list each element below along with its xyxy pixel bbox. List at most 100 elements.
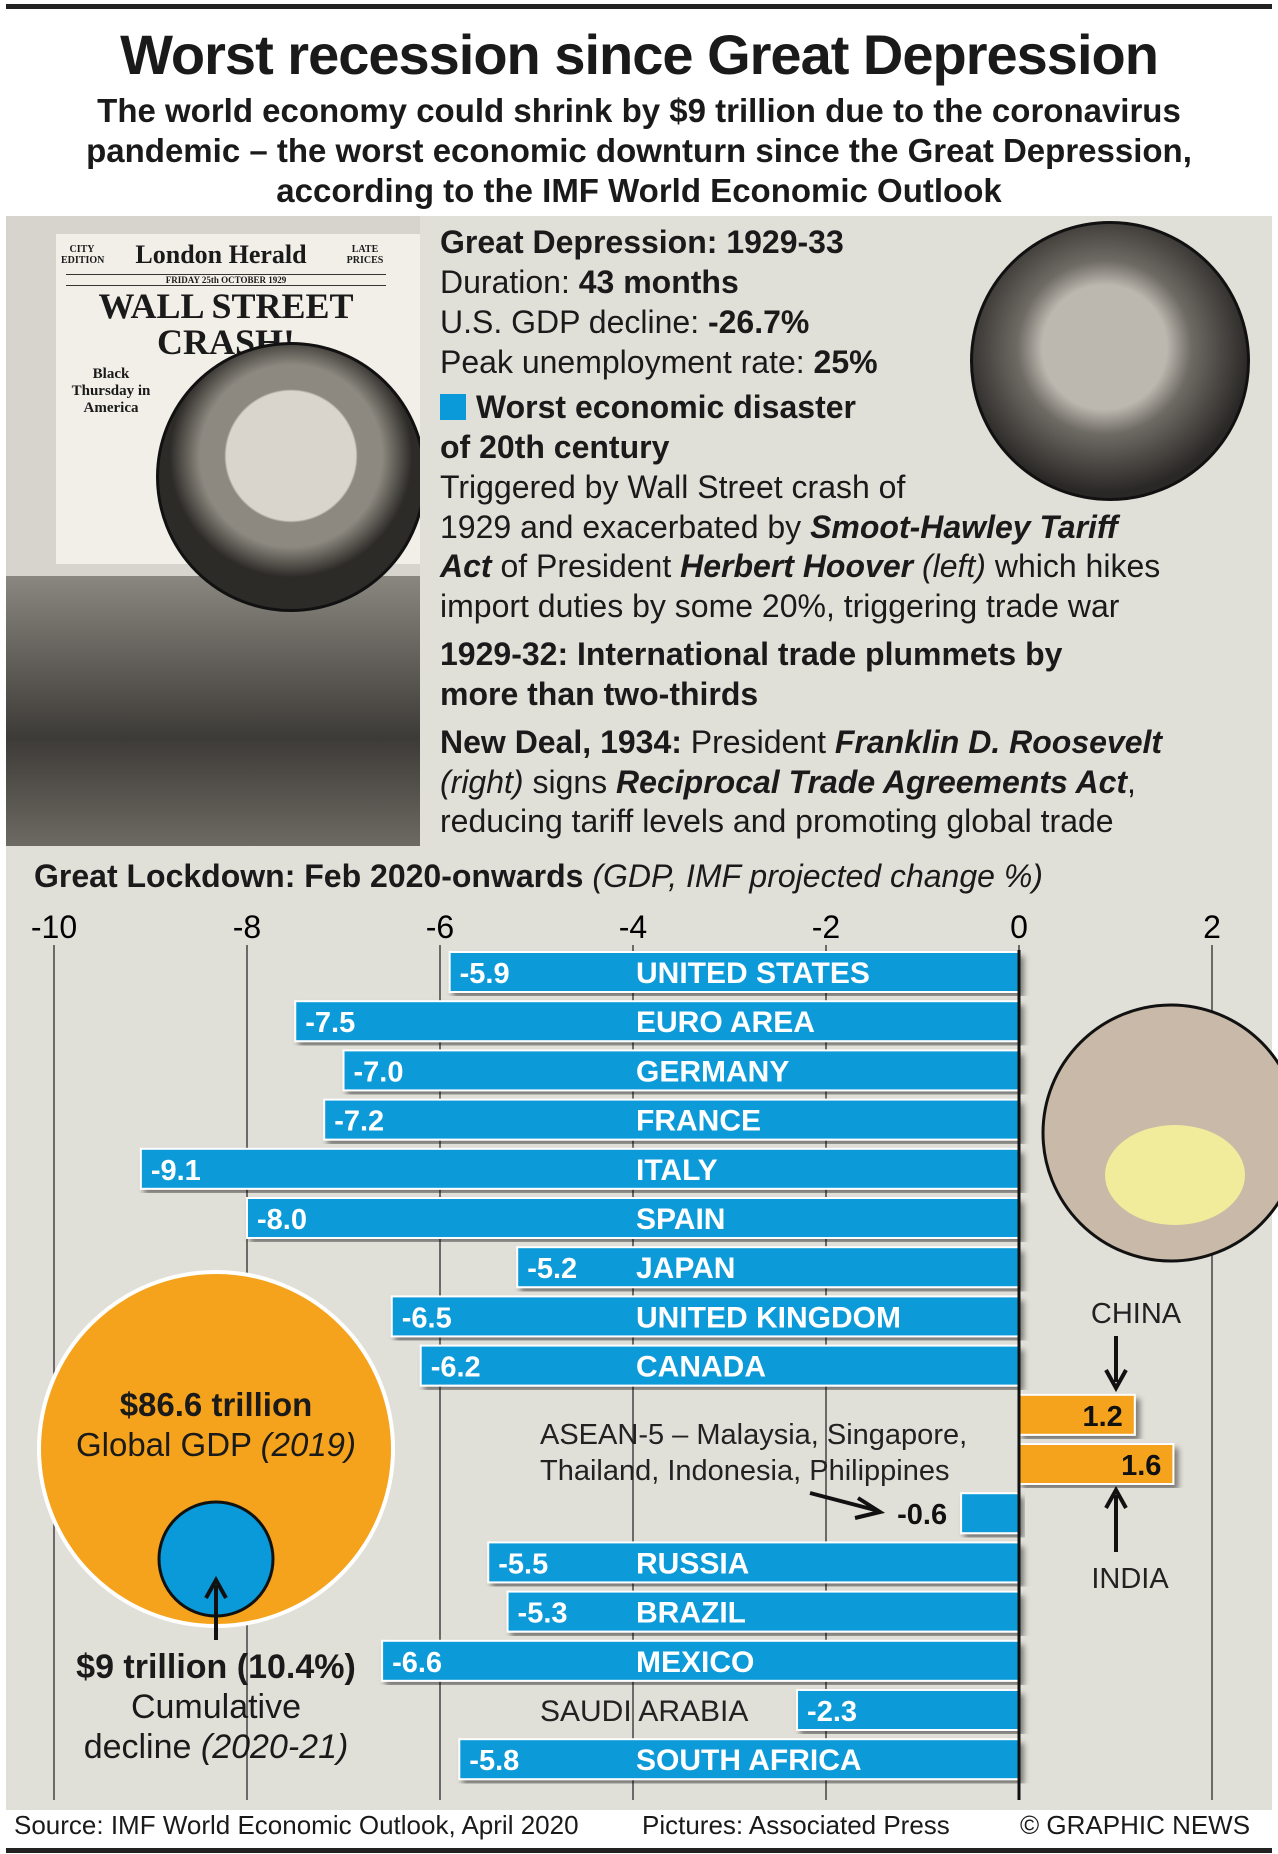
gd-heading: Great Depression: 1929-33: [440, 224, 844, 260]
worst-disaster: Worst economic disaster: [476, 389, 856, 425]
category-label: CHINA: [1091, 1298, 1182, 1330]
trigger-text: Triggered by Wall Street crash of: [440, 469, 906, 505]
bar-india: [1018, 1443, 1175, 1485]
decline-value: $9 trillion (10.4%): [76, 1648, 356, 1686]
source-credit: Source: IMF World Economic Outlook, Apri…: [14, 1810, 579, 1840]
value-label: -8.0: [257, 1204, 307, 1236]
value-label: -6.5: [402, 1302, 452, 1334]
trade-act: Reciprocal Trade Agreements Act: [616, 764, 1128, 800]
category-label: SOUTH AFRICA: [636, 1744, 862, 1777]
subtitle-line: according to the IMF World Economic Outl…: [276, 172, 1002, 209]
bullet-square-icon: [440, 394, 466, 420]
x-tick-label: 0: [1010, 909, 1028, 945]
bottom-rule: [6, 1848, 1272, 1853]
newspaper-subhead: Black Thursday in America: [71, 366, 151, 416]
value-label: -5.2: [527, 1253, 577, 1285]
category-label: SAUDI ARABIA: [540, 1695, 748, 1728]
bar-russia: [487, 1541, 1020, 1584]
pictures-credit: Pictures: Associated Press: [642, 1810, 950, 1840]
value-label: -5.9: [460, 958, 510, 990]
bar-united-kingdom: [390, 1295, 1020, 1338]
value-label: 1.6: [1121, 1450, 1161, 1482]
trade-text: 1929-32: International trade plummets by: [440, 636, 1063, 672]
new-deal-label: New Deal, 1934:: [440, 724, 682, 760]
newspaper-headline: WALL STREET: [98, 286, 354, 326]
bar-mexico: [381, 1639, 1021, 1682]
x-tick-label: -6: [426, 909, 454, 945]
value-label: -2.3: [807, 1696, 857, 1728]
text: President: [681, 724, 835, 760]
value-label: -6.2: [431, 1352, 481, 1384]
label: Duration:: [440, 264, 579, 300]
category-label: EURO AREA: [636, 1006, 815, 1039]
bar-asean-5: [960, 1492, 1020, 1535]
text: which hikes: [985, 548, 1161, 584]
duration-value: 43 months: [578, 264, 739, 300]
category-label: SPAIN: [636, 1203, 725, 1236]
category-label: INDIA: [1091, 1563, 1169, 1595]
arrow-icon: [1104, 1485, 1128, 1552]
tariff-act: Act: [440, 548, 492, 584]
value-label: 1.2: [1082, 1401, 1122, 1433]
chart-subtitle: (GDP, IMF projected change %): [592, 858, 1043, 894]
bar-japan: [516, 1246, 1020, 1289]
bar-spain: [246, 1197, 1020, 1239]
trigger-text: import duties by some 20%, triggering tr…: [440, 588, 1120, 624]
newspaper-prices: LATE PRICES: [346, 244, 384, 266]
roosevelt-name: Franklin D. Roosevelt: [834, 724, 1163, 760]
global-gdp-value: $86.6 trillion: [119, 1386, 313, 1423]
category-label: CANADA: [636, 1351, 766, 1384]
new-deal-text: reducing tariff levels and promoting glo…: [440, 803, 1114, 839]
subtitle-line: The world economy could shrink by $9 tri…: [97, 92, 1181, 129]
x-tick-label: -4: [619, 909, 647, 945]
category-label: UNITED STATES: [636, 957, 870, 990]
text: (right): [440, 764, 524, 800]
category-label: RUSSIA: [636, 1547, 749, 1580]
value-label: -5.8: [469, 1745, 519, 1777]
newspaper-breadline-photo: CITY EDITION London Herald LATE PRICES F…: [6, 216, 420, 846]
years: (2020-21): [200, 1728, 349, 1766]
category-label: UNITED KINGDOM: [636, 1301, 901, 1334]
newspaper-name: London Herald: [135, 240, 307, 269]
page-title: Worst recession since Great Depression: [120, 23, 1159, 86]
bar-france: [323, 1098, 1020, 1141]
category-label: ASEAN-5 – Malaysia, Singapore,: [540, 1419, 967, 1451]
label: U.S. GDP decline:: [440, 304, 708, 340]
category-label: ITALY: [636, 1154, 718, 1187]
value-label: -7.0: [354, 1056, 404, 1088]
bar-germany: [342, 1049, 1020, 1092]
worst-disaster-line2: of 20th century: [440, 429, 670, 465]
label: decline: [83, 1728, 201, 1766]
text: 1929 and exacerbated by: [440, 509, 811, 545]
value-label: -7.2: [334, 1106, 384, 1138]
roosevelt-portrait: [970, 221, 1250, 501]
arrow-icon: [204, 1575, 228, 1640]
category-label: GERMANY: [636, 1055, 789, 1088]
hoover-name: Herbert Hoover: [680, 548, 914, 584]
category-label: MEXICO: [636, 1646, 754, 1679]
newspaper-date: FRIDAY 25th OCTOBER 1929: [66, 274, 386, 286]
value-label: -5.3: [518, 1598, 568, 1630]
chart-title: Great Lockdown: Feb 2020-onwards: [34, 858, 584, 894]
category-label: JAPAN: [636, 1252, 735, 1285]
arrow-icon: [809, 1491, 886, 1520]
category-label: BRAZIL: [636, 1597, 746, 1630]
breadline-photo: [6, 576, 420, 846]
value-label: -0.6: [897, 1499, 947, 1531]
text: signs: [523, 764, 617, 800]
value-label: -5.5: [498, 1548, 548, 1580]
trade-text: more than two-thirds: [440, 676, 759, 712]
decline-label: Cumulative: [130, 1688, 302, 1726]
x-tick-label: -2: [812, 909, 840, 945]
bar-brazil: [506, 1590, 1020, 1633]
x-tick-label: 2: [1203, 909, 1221, 945]
value-label: -9.1: [151, 1155, 201, 1187]
label: Global GDP: [75, 1426, 261, 1463]
year: (2019): [260, 1426, 357, 1463]
text: ,: [1127, 764, 1136, 800]
bar-italy: [139, 1147, 1021, 1190]
subtitle-line: pandemic – the worst economic downturn s…: [86, 132, 1192, 169]
text: (left): [913, 548, 986, 584]
tariff-act: Smoot-Hawley Tariff: [810, 509, 1118, 545]
